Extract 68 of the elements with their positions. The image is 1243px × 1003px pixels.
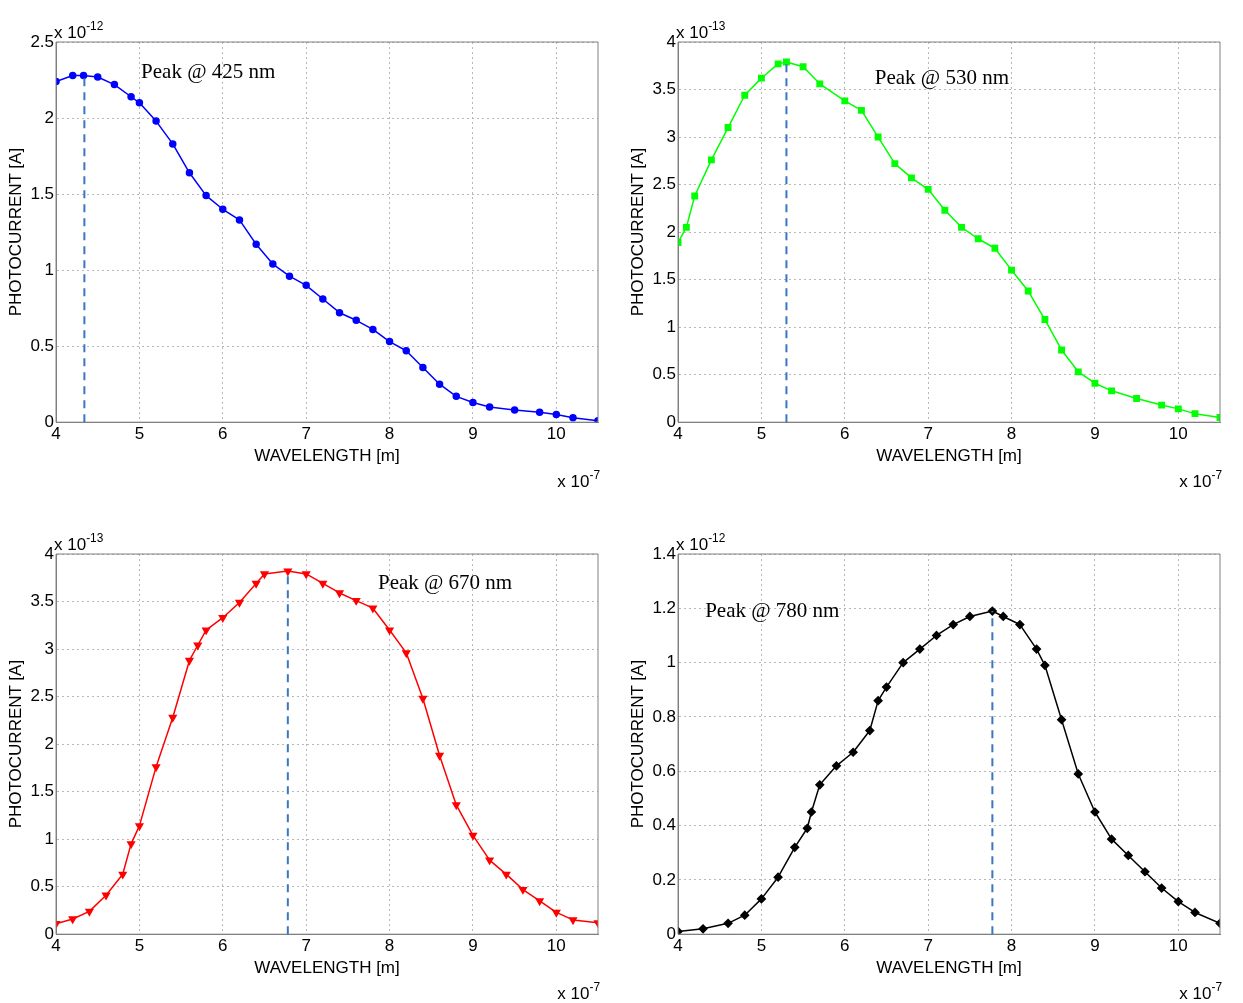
y-tick-label: 4 bbox=[44, 543, 55, 563]
y-tick-label: 2 bbox=[44, 107, 55, 127]
x-axis-title: WAVELENGTH [m] bbox=[876, 446, 1022, 466]
x-tick-label: 5 bbox=[756, 936, 767, 956]
x-tick-label: 5 bbox=[134, 424, 145, 444]
y-tick-label: 0.5 bbox=[30, 876, 55, 896]
y-tick-label: 1.5 bbox=[30, 183, 55, 203]
y-tick-label: 2 bbox=[44, 733, 55, 753]
annotation: Peak @ 670 nm bbox=[377, 570, 513, 595]
y-tick-label: 2.5 bbox=[652, 174, 677, 194]
x-tick-label: 5 bbox=[134, 936, 145, 956]
y-tick-label: 3 bbox=[44, 638, 55, 658]
x-tick-label: 7 bbox=[301, 936, 311, 956]
y-tick-label: 4 bbox=[666, 31, 677, 51]
y-tick-label: 3 bbox=[666, 126, 677, 146]
annotation: Peak @ 425 nm bbox=[141, 58, 276, 83]
x-tick-label: 5 bbox=[756, 424, 767, 444]
y-tick-label: 2.5 bbox=[30, 31, 55, 51]
y-tick-label: 0.4 bbox=[652, 815, 677, 835]
y-tick-label: 0.5 bbox=[652, 364, 677, 384]
x-tick-label: 9 bbox=[1090, 936, 1100, 956]
y-tick-label: 0 bbox=[44, 411, 55, 431]
y-tick-label: 2.5 bbox=[30, 686, 55, 706]
x-tick-label: 8 bbox=[384, 424, 395, 444]
y-tick-label: 1 bbox=[666, 652, 677, 672]
y-tick-label: 1.5 bbox=[30, 781, 55, 801]
y-axis-title: PHOTOCURRENT [A] bbox=[5, 659, 25, 829]
x-tick-label: 6 bbox=[840, 936, 850, 956]
annotation: Peak @ 780 nm bbox=[705, 597, 840, 622]
x-tick-label: 9 bbox=[1090, 424, 1100, 444]
x-tick-label: 8 bbox=[1006, 424, 1017, 444]
x-tick-label: 9 bbox=[468, 936, 478, 956]
y-tick-label: 3.5 bbox=[652, 79, 677, 99]
y-tick-label: 0.8 bbox=[652, 706, 677, 726]
x-axis-title: WAVELENGTH [m] bbox=[876, 958, 1022, 978]
x-tick-label: 10 bbox=[1168, 936, 1188, 956]
x-tick-label: 6 bbox=[218, 936, 228, 956]
y-tick-label: 1.2 bbox=[652, 598, 677, 617]
x-axis-title: WAVELENGTH [m] bbox=[254, 446, 400, 466]
y-tick-label: 3.5 bbox=[30, 591, 55, 611]
y-tick-label: 0 bbox=[666, 411, 677, 431]
x-axis-title: WAVELENGTH [m] bbox=[254, 958, 400, 978]
x-tick-label: 7 bbox=[923, 936, 933, 956]
annotation: Peak @ 530 nm bbox=[874, 64, 1010, 89]
y-tick-label: 1 bbox=[44, 828, 55, 848]
y-tick-label: 0.5 bbox=[30, 335, 55, 355]
x-tick-label: 7 bbox=[923, 424, 933, 444]
y-tick-label: 0 bbox=[666, 923, 677, 943]
y-tick-label: 1.4 bbox=[652, 543, 677, 563]
x-tick-label: 6 bbox=[218, 424, 228, 444]
x-tick-label: 10 bbox=[1168, 424, 1188, 444]
x-tick-label: 8 bbox=[1006, 936, 1017, 956]
x-tick-label: 10 bbox=[546, 424, 566, 444]
y-tick-label: 0 bbox=[44, 923, 55, 943]
y-axis-title: PHOTOCURRENT [A] bbox=[627, 147, 647, 317]
y-tick-label: 0.2 bbox=[652, 869, 677, 889]
x-tick-label: 8 bbox=[384, 936, 395, 956]
x-tick-label: 7 bbox=[301, 424, 311, 444]
y-tick-label: 0.6 bbox=[652, 760, 677, 780]
x-tick-label: 6 bbox=[840, 424, 850, 444]
y-tick-label: 1 bbox=[44, 259, 55, 279]
y-tick-label: 1 bbox=[666, 316, 677, 336]
y-axis-title: PHOTOCURRENT [A] bbox=[5, 147, 25, 317]
y-axis-title: PHOTOCURRENT [A] bbox=[627, 659, 647, 829]
x-tick-label: 10 bbox=[546, 936, 566, 956]
x-tick-label: 9 bbox=[468, 424, 478, 444]
y-tick-label: 1.5 bbox=[652, 269, 677, 289]
y-tick-label: 2 bbox=[666, 221, 677, 241]
